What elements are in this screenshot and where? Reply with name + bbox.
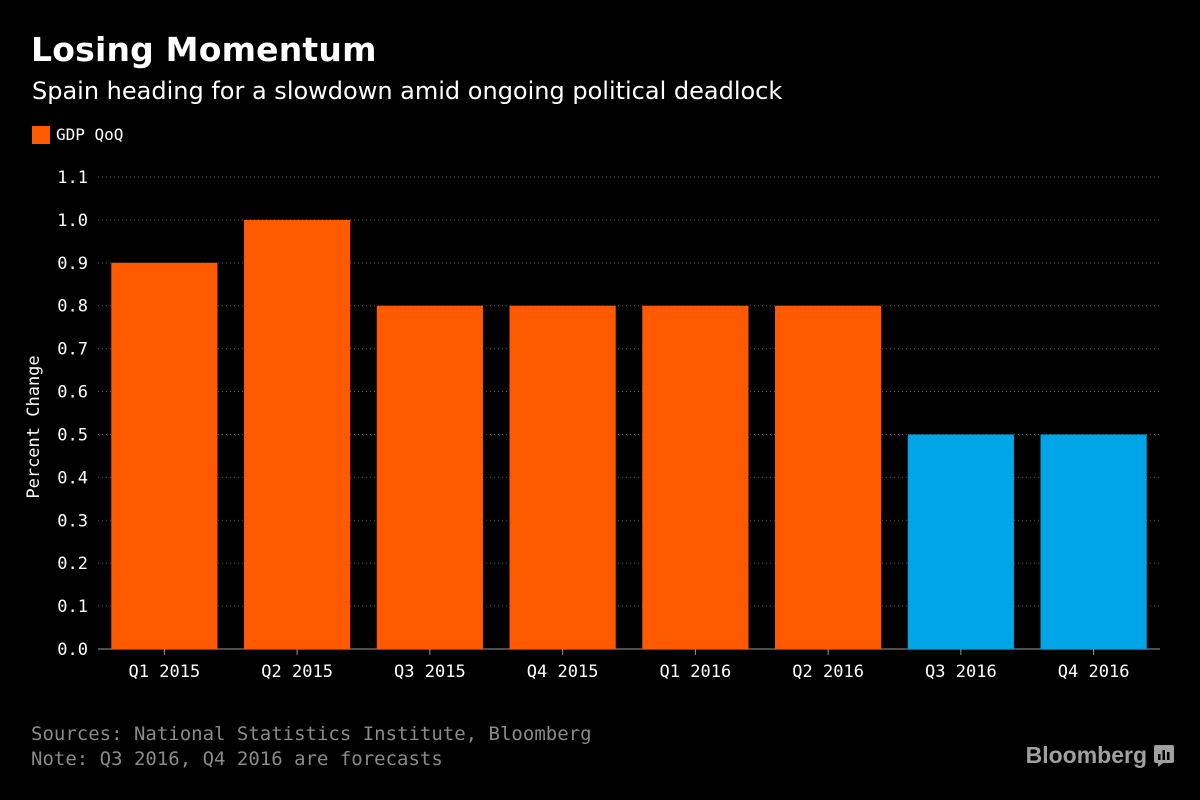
y-tick-label: 1.1 — [57, 168, 88, 188]
y-tick-label: 0.6 — [57, 383, 88, 403]
footer: Sources: National Statistics Institute, … — [31, 722, 592, 772]
bloomberg-logo-icon — [1154, 744, 1174, 767]
note-text: Note: Q3 2016, Q4 2016 are forecasts — [31, 748, 443, 770]
bar — [244, 219, 351, 649]
y-tick-label: 0.7 — [57, 340, 88, 360]
x-tick-label: Q2 2016 — [792, 662, 864, 682]
bar — [642, 305, 749, 649]
brand-name: Bloomberg — [1025, 742, 1147, 768]
y-tick-label: 0.2 — [57, 554, 88, 574]
legend-swatch — [32, 125, 50, 144]
x-tick-label: Q3 2015 — [394, 662, 466, 682]
sources-text: Sources: National Statistics Institute, … — [31, 723, 592, 745]
x-tick-label: Q4 2015 — [527, 662, 599, 682]
chart-subtitle: Spain heading for a slowdown amid ongoin… — [32, 77, 783, 105]
x-tick-label: Q3 2016 — [925, 662, 997, 682]
x-tick-label: Q2 2015 — [261, 662, 333, 682]
y-tick-label: 0.3 — [57, 511, 88, 531]
x-tick-label: Q4 2016 — [1058, 662, 1130, 682]
y-axis-label: Percent Change — [24, 355, 44, 498]
legend-label: GDP QoQ — [56, 125, 124, 144]
y-tick-label: 0.4 — [57, 468, 88, 488]
y-tick-label: 0.9 — [57, 254, 88, 274]
x-tick-label: Q1 2016 — [660, 662, 732, 682]
bar — [111, 262, 218, 649]
y-tick-label: 0.8 — [57, 297, 88, 317]
y-tick-label: 0.0 — [57, 640, 88, 660]
x-tick-label: Q1 2015 — [129, 662, 201, 682]
bar — [775, 305, 882, 649]
bar — [376, 305, 483, 649]
legend: GDP QoQ — [32, 125, 123, 144]
y-tick-label: 0.1 — [57, 597, 88, 617]
chart-title: Losing Momentum — [31, 30, 377, 69]
brand: Bloomberg — [1026, 742, 1174, 769]
bar — [907, 434, 1014, 649]
y-tick-label: 1.0 — [57, 211, 88, 231]
bar — [1040, 434, 1147, 649]
y-tick-label: 0.5 — [57, 425, 88, 445]
bar — [509, 305, 616, 649]
